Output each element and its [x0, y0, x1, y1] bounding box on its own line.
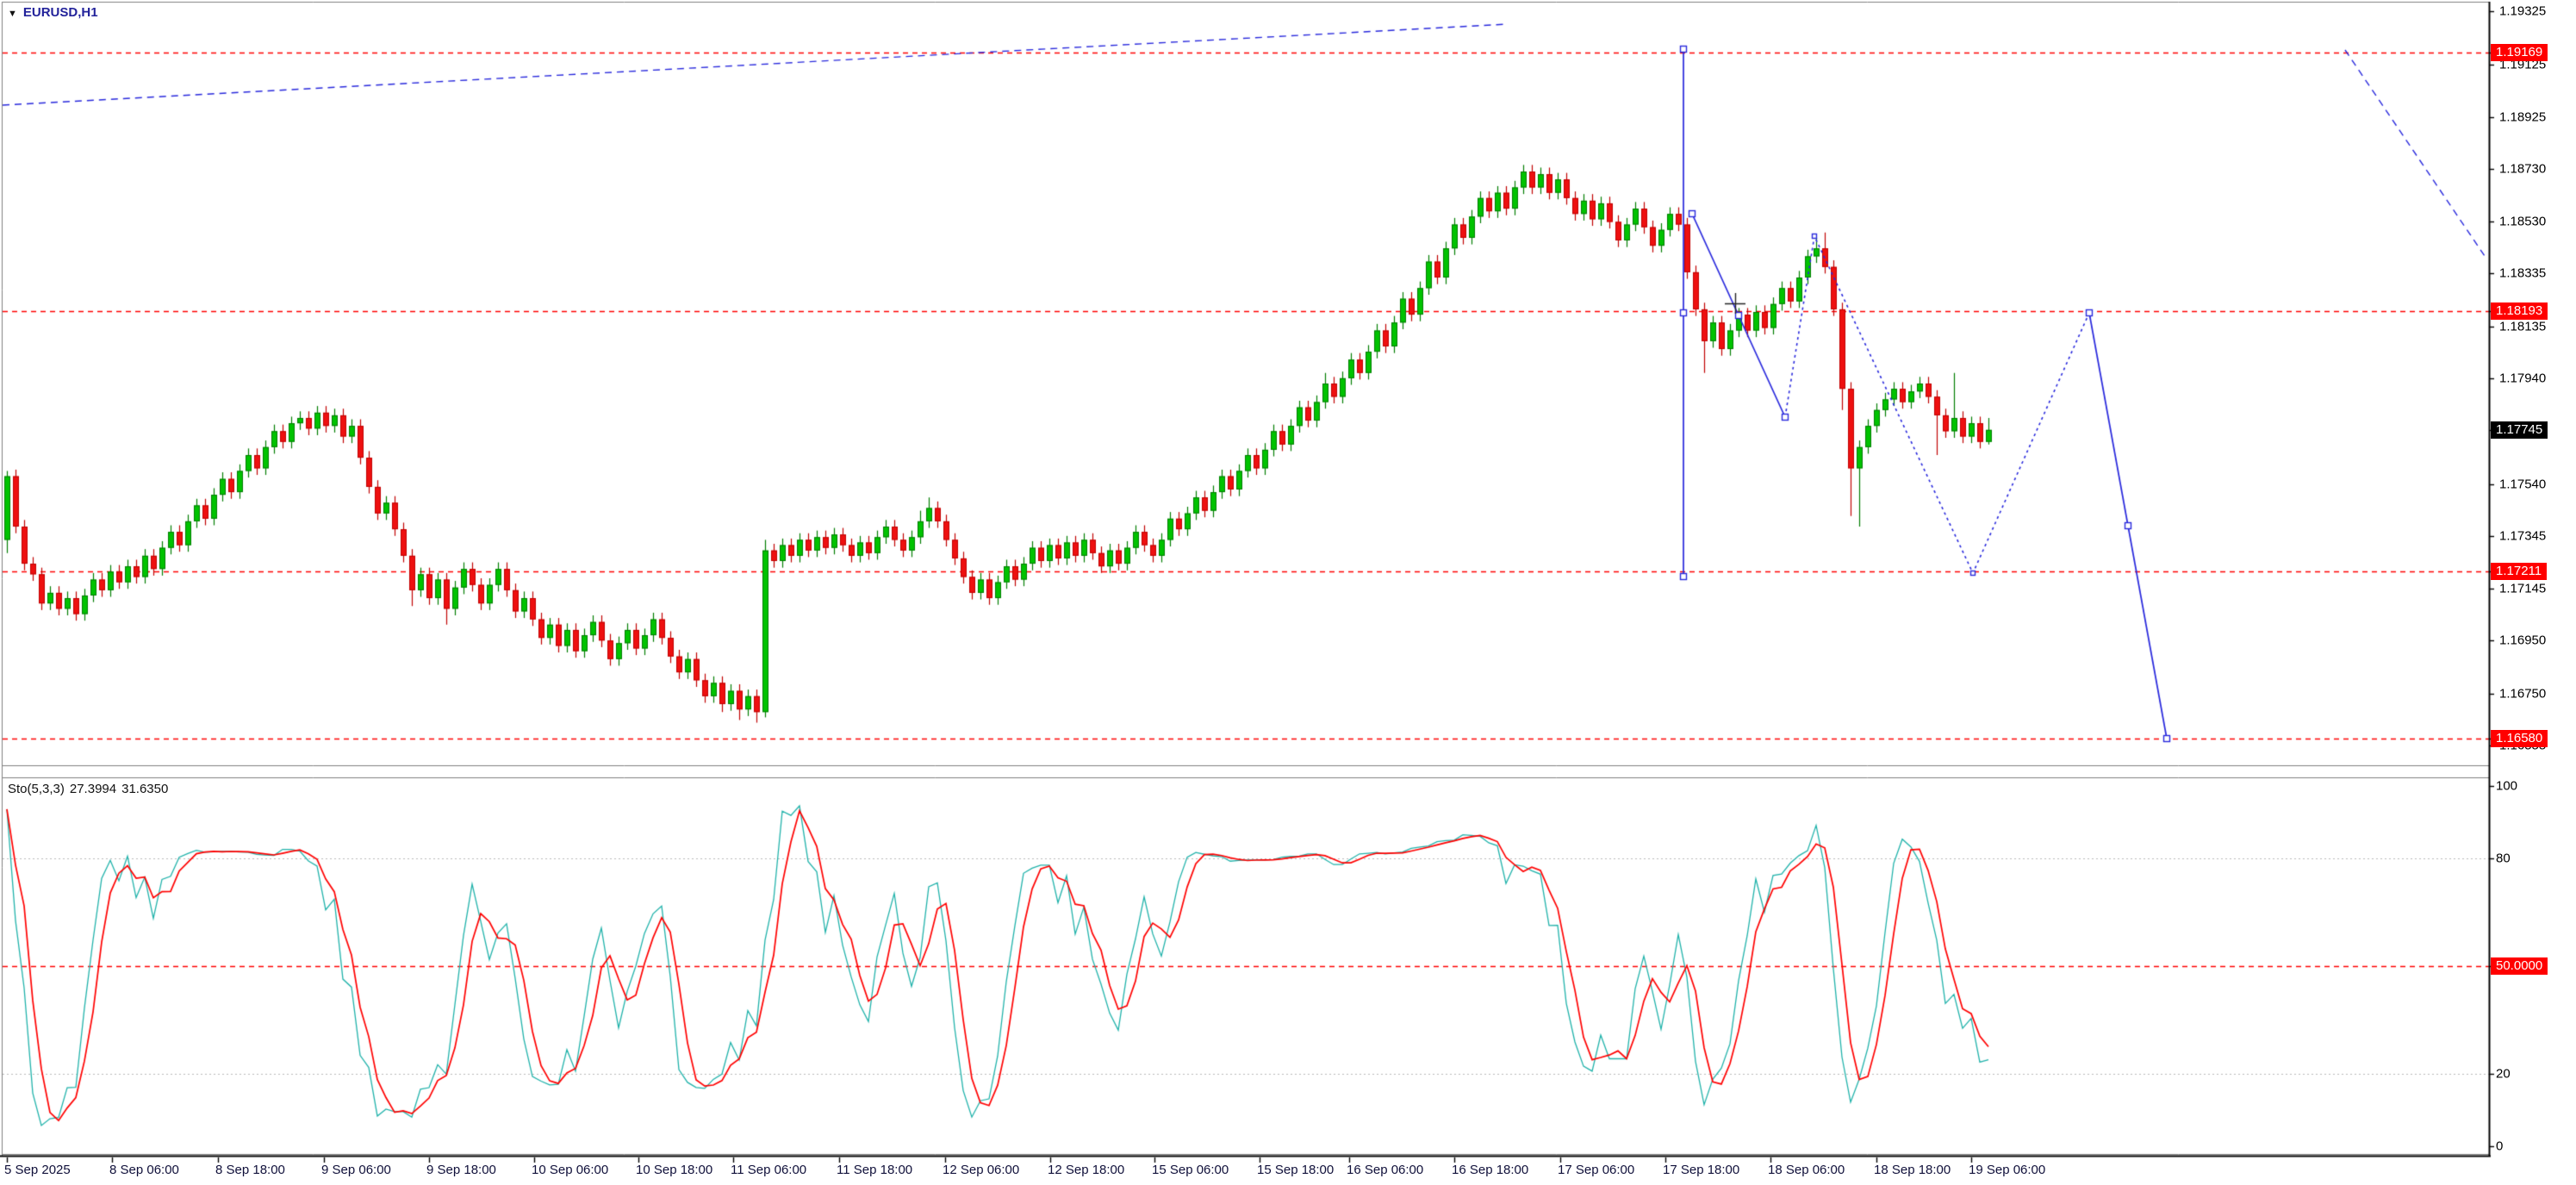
chart-window: ▼ EURUSD,H1 Sto(5,3,3) 27.3994 31.6350 1.19…: [0, 0, 2576, 1185]
price-chart-canvas[interactable]: [0, 0, 2576, 1185]
